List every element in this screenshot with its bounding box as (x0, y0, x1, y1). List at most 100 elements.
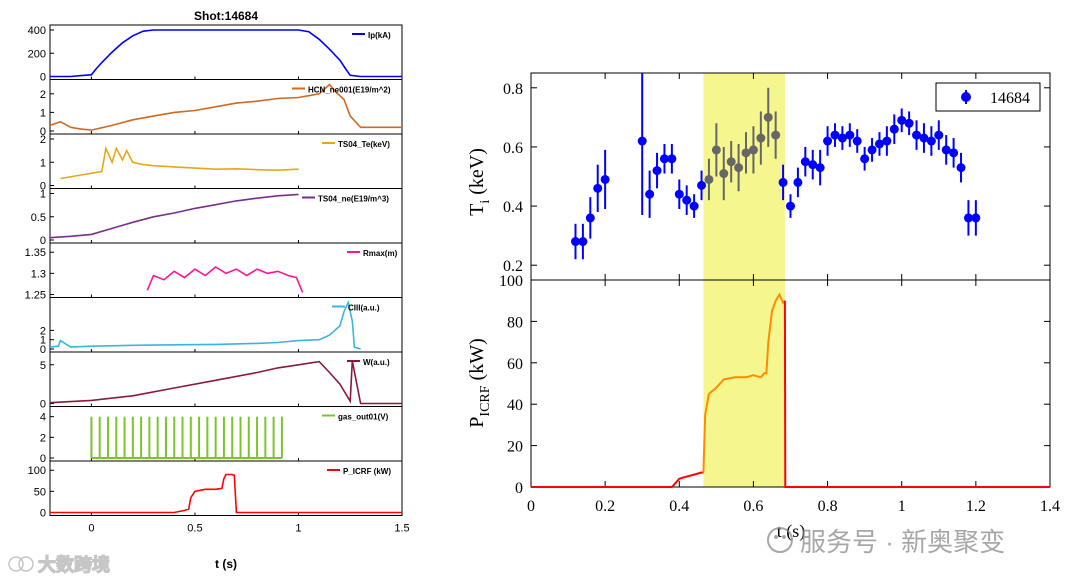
ti-point (793, 167, 803, 198)
ti-marker (830, 130, 840, 140)
ytick-label: 0 (40, 508, 46, 520)
series-line (49, 299, 361, 350)
left-panel-7: 4 2 0 gas_out01(V) (40, 406, 403, 465)
ytick-label: 60 (507, 356, 523, 373)
ti-marker (652, 166, 662, 176)
ti-point (659, 143, 669, 174)
ti-marker (734, 163, 744, 173)
ti-marker (741, 148, 751, 158)
ti-marker (934, 130, 944, 140)
left-panel-1: 2 1 0 HCN_ne001(E19/m^2) (40, 79, 403, 138)
left-panel-0: 400 200 0 Ip(kA) (28, 24, 403, 84)
ti-point (697, 170, 707, 201)
ytick-label: 0.6 (503, 140, 523, 157)
ti-point (689, 194, 699, 218)
watermark-right: 服务号 · 新奥聚变 (767, 527, 1005, 557)
ytick-label: 1 (40, 157, 46, 169)
picrf-line-highlight (702, 292, 786, 473)
series-line (60, 145, 299, 180)
picrf-ylabel: PICRF (kW) (466, 338, 493, 427)
ti-marker (711, 145, 721, 155)
picrf-frame (530, 279, 1051, 488)
legend-label: Rmax(m) (363, 249, 398, 258)
picrf-panel: 100 80 60 40 20 00 0.2 0.4 0.6 0.8 1 1.2 1.4 (499, 273, 1060, 515)
ytick-label: 1 (40, 335, 46, 347)
legend-label: HCN_ne001(E19/m^2) (308, 86, 391, 95)
ytick-label: 100 (28, 465, 46, 477)
svg-text:PICRF (kW): PICRF (kW) (466, 338, 493, 427)
xtick-label: 1.2 (966, 498, 986, 515)
ti-point (756, 111, 766, 165)
left-panel-6: 5 0 W(a.u.) (40, 351, 403, 411)
xtick-label: 0 (527, 498, 535, 515)
ti-marker (719, 169, 729, 179)
left-panel-5: 210 CIII(a.u.) (40, 297, 403, 356)
ti-point (585, 197, 595, 239)
ytick-label: 40 (507, 397, 523, 414)
ytick-label: 0 (40, 181, 46, 193)
xtick-label: 0.6 (743, 498, 763, 515)
ytick-label: 2 (40, 432, 46, 444)
ti-legend: 14684 (935, 82, 1041, 112)
ytick-label: 0.5 (31, 212, 46, 224)
ytick-label: 1.25 (25, 290, 46, 302)
ti-point (882, 126, 892, 156)
ti-marker (756, 133, 766, 143)
ti-marker (904, 118, 914, 128)
ti-marker (949, 148, 959, 158)
ti-marker (971, 213, 981, 223)
ytick-label: 2 (40, 325, 46, 337)
left-chart-title: Shot:14684 (194, 9, 258, 23)
watermark-left-text: 大数跨境 (38, 554, 110, 575)
xtick-label: 0.2 (595, 498, 615, 515)
xtick-label: 1.5 (394, 523, 409, 535)
picrf-line-pre (531, 471, 704, 488)
watermark-left: 大数跨境 (8, 553, 111, 576)
ti-marker (697, 180, 707, 190)
ti-marker (837, 133, 847, 143)
series-line (146, 266, 304, 293)
ytick-label: 2 (40, 89, 46, 101)
ti-panel: 0.8 0.6 0.4 0.2 (503, 72, 1051, 281)
ti-point (963, 200, 973, 236)
legend-label: W(a.u.) (363, 358, 390, 367)
ti-point (912, 120, 922, 150)
ti-point (682, 185, 692, 215)
ytick-label: 0.4 (503, 199, 523, 216)
ti-point (934, 120, 944, 150)
ti-point (897, 108, 907, 133)
ti-marker (778, 177, 788, 187)
ti-marker (645, 189, 655, 199)
ti-marker (637, 136, 647, 146)
ti-point (645, 170, 655, 218)
watermark-right-text: 服务号 · 新奥聚变 (800, 527, 1005, 557)
ti-point (808, 149, 818, 180)
ti-marker (897, 115, 907, 125)
ytick-label: 1.3 (31, 268, 46, 280)
ti-point (874, 132, 884, 156)
ytick-label: 200 (28, 48, 46, 60)
xtick-label: 1.4 (1040, 498, 1060, 515)
series-line (50, 473, 402, 514)
ti-point (704, 158, 714, 201)
left-panel-4: 1.35 1.3 1.25 Rmax(m) (25, 242, 403, 302)
ytick-label: 400 (28, 25, 46, 37)
ti-point (726, 141, 736, 183)
series-line (49, 360, 402, 405)
ti-point (719, 146, 729, 201)
panel-frame (49, 460, 403, 516)
ti-marker (852, 136, 862, 146)
ti-marker (963, 213, 973, 223)
ytick-label: 0 (40, 235, 46, 247)
ti-point (971, 200, 981, 236)
ytick-label: 0 (40, 72, 46, 84)
ti-point (786, 194, 795, 218)
ti-point (763, 87, 773, 147)
left-multipanel-chart: Shot:14684 4002000Ip(kA)210HCN_ne001(E19… (25, 9, 410, 571)
xtick-label: 0.4 (669, 498, 689, 515)
ti-point (578, 223, 588, 260)
series-line (49, 193, 299, 239)
legend-label: gas_out01(V) (338, 413, 389, 422)
